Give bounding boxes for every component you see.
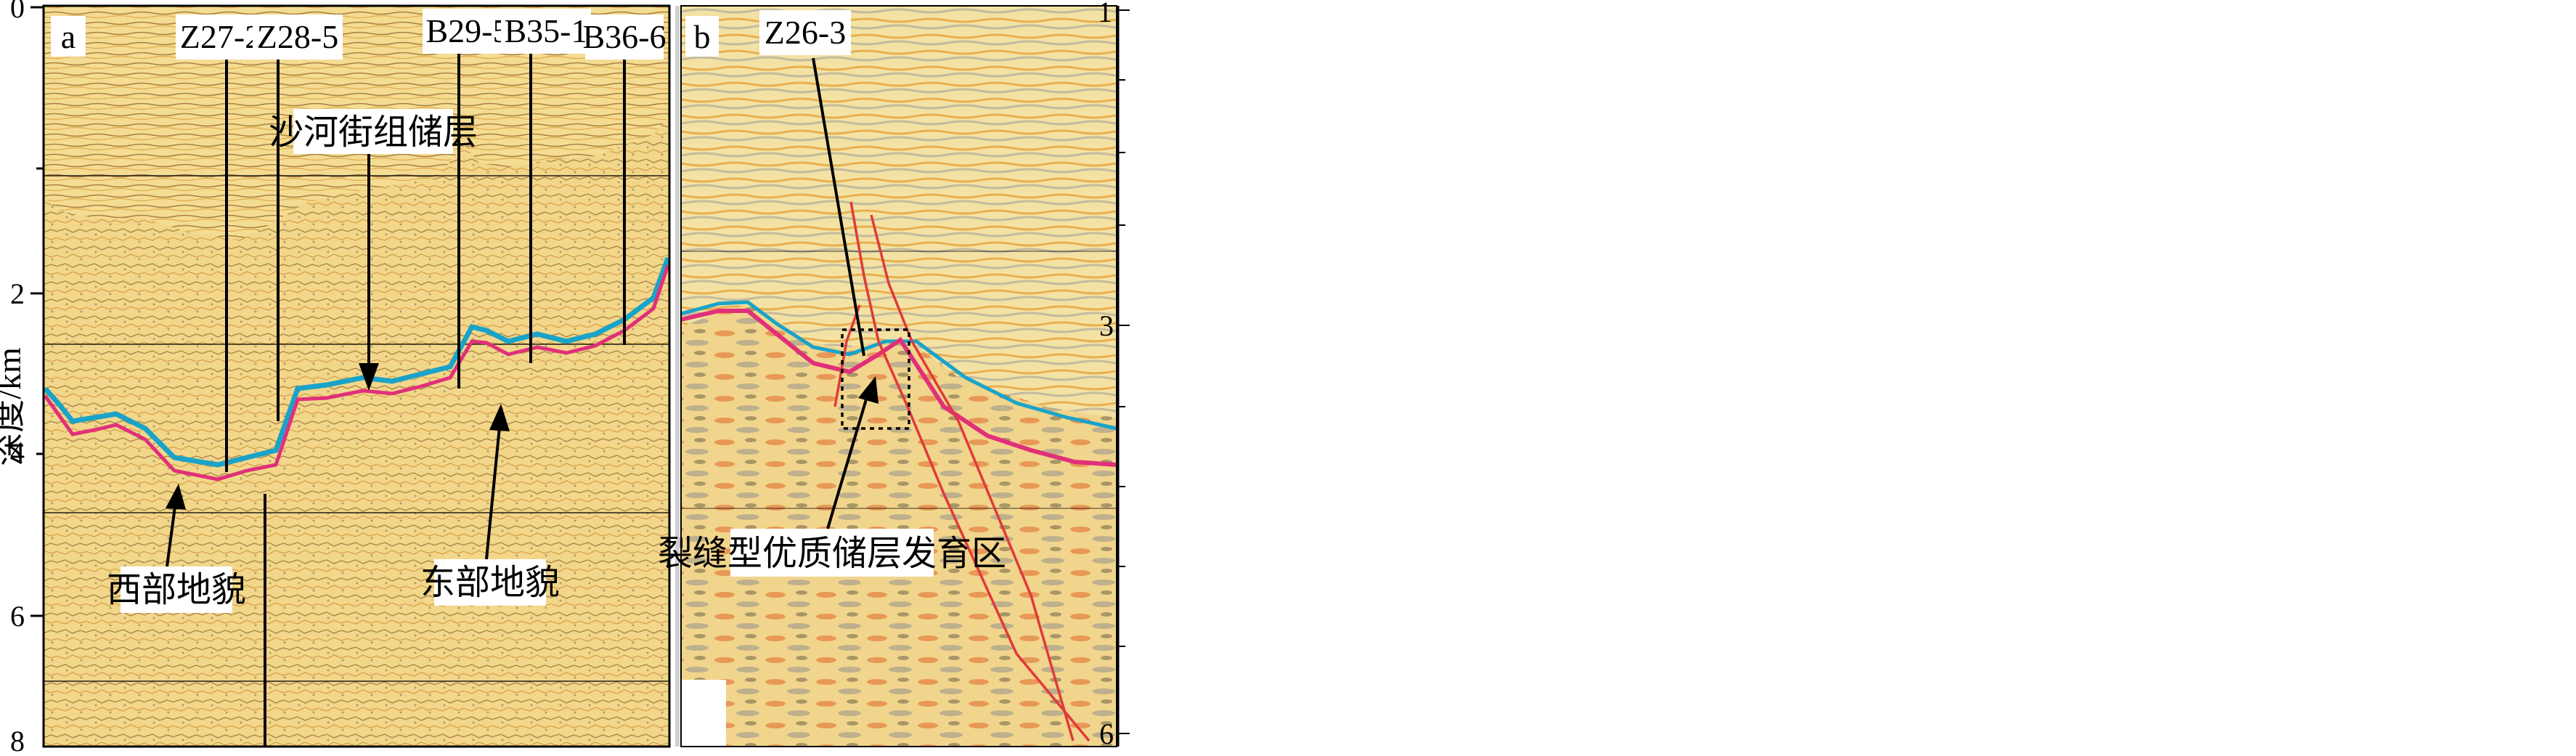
svg-text:裂缝型优质储层发育区: 裂缝型优质储层发育区 <box>658 535 1006 573</box>
panel-a-label: a <box>61 18 76 55</box>
well-label-z26-3: Z26-3 <box>759 10 851 55</box>
svg-text:Z27-2: Z27-2 <box>180 18 261 55</box>
annotation-west-arrowhead <box>166 484 186 510</box>
annotation-b-arrow <box>826 391 870 529</box>
annotation-reservoir: 沙河街组储层 <box>269 109 478 391</box>
y-axis-title: 深度/km <box>0 347 28 466</box>
panel-b-gridlines <box>681 251 1117 509</box>
y-tick-8: 8 <box>10 725 25 752</box>
svg-text:B29-5: B29-5 <box>426 12 510 49</box>
panel-a-axis-ticks <box>30 6 44 617</box>
fault-3 <box>833 304 861 407</box>
panel-a-frame <box>42 4 671 748</box>
well-label-b36-6: B36-6 <box>583 15 667 60</box>
y-tick-b-1: 1 <box>1098 0 1112 28</box>
annotation-west: 西部地貌 <box>107 484 246 613</box>
panel-b: 1 3 6 b Z26-3 裂缝型优质储层发育区 <box>658 0 1130 750</box>
panel-b-faults <box>833 201 1091 742</box>
y-tick-b-6: 6 <box>1099 718 1114 750</box>
annotation-west-arrow <box>166 500 177 567</box>
well-label-b35-1: B35-1 <box>501 9 591 54</box>
svg-text:B36-6: B36-6 <box>583 18 667 55</box>
horizon-pink-a <box>43 264 670 481</box>
panel-a-well-lines <box>225 29 626 747</box>
horizon-pink-b <box>680 309 1117 467</box>
y-tick-0: 0 <box>10 0 25 24</box>
annotation-reservoir-arrowhead <box>359 363 379 391</box>
panel-b-label-box <box>685 16 719 57</box>
fractured-zone-box <box>841 328 910 430</box>
svg-text:东部地貌: 东部地貌 <box>420 564 560 602</box>
y-tick-6: 6 <box>10 600 25 633</box>
panel-b-label: b <box>694 18 711 55</box>
svg-text:沙河街组储层: 沙河街组储层 <box>269 113 478 152</box>
svg-text:Z26-3: Z26-3 <box>765 14 846 51</box>
blank-area <box>1133 0 2576 752</box>
annotation-east: 东部地貌 <box>420 404 560 606</box>
y-tick-2: 2 <box>10 277 25 310</box>
panel-divider <box>675 6 680 747</box>
fault-1 <box>849 201 1091 742</box>
fault-2 <box>870 214 1075 741</box>
panel-b-frame <box>680 5 1117 747</box>
svg-text:B35-1: B35-1 <box>505 12 588 49</box>
well-line-z26-3 <box>812 57 865 357</box>
annotation-east-arrowhead <box>489 404 510 431</box>
annotation-east-arrow <box>485 426 501 560</box>
well-label-z28-5: Z28-5 <box>253 15 343 60</box>
annotation-fractured-reservoir: 裂缝型优质储层发育区 <box>658 376 1006 577</box>
panel-a: 0 2 4 6 8 深度/km a Z27-2 Z28-5 B29-5 B35-… <box>0 0 671 756</box>
panel-a-label-box <box>51 16 86 57</box>
svg-text:Z28-5: Z28-5 <box>257 18 338 55</box>
horizon-blue-b <box>680 300 1117 431</box>
y-tick-4: 4 <box>10 436 25 468</box>
panel-b-axis-ticks <box>1118 9 1130 734</box>
well-label-b29-5: B29-5 <box>423 9 513 54</box>
svg-text:西部地貌: 西部地貌 <box>107 571 246 609</box>
horizon-blue-a <box>43 256 671 468</box>
panel-a-gridlines <box>44 175 669 682</box>
y-tick-b-3: 3 <box>1099 309 1114 342</box>
annotation-b-arrowhead <box>858 376 879 404</box>
well-label-z27-2: Z27-2 <box>176 15 266 60</box>
